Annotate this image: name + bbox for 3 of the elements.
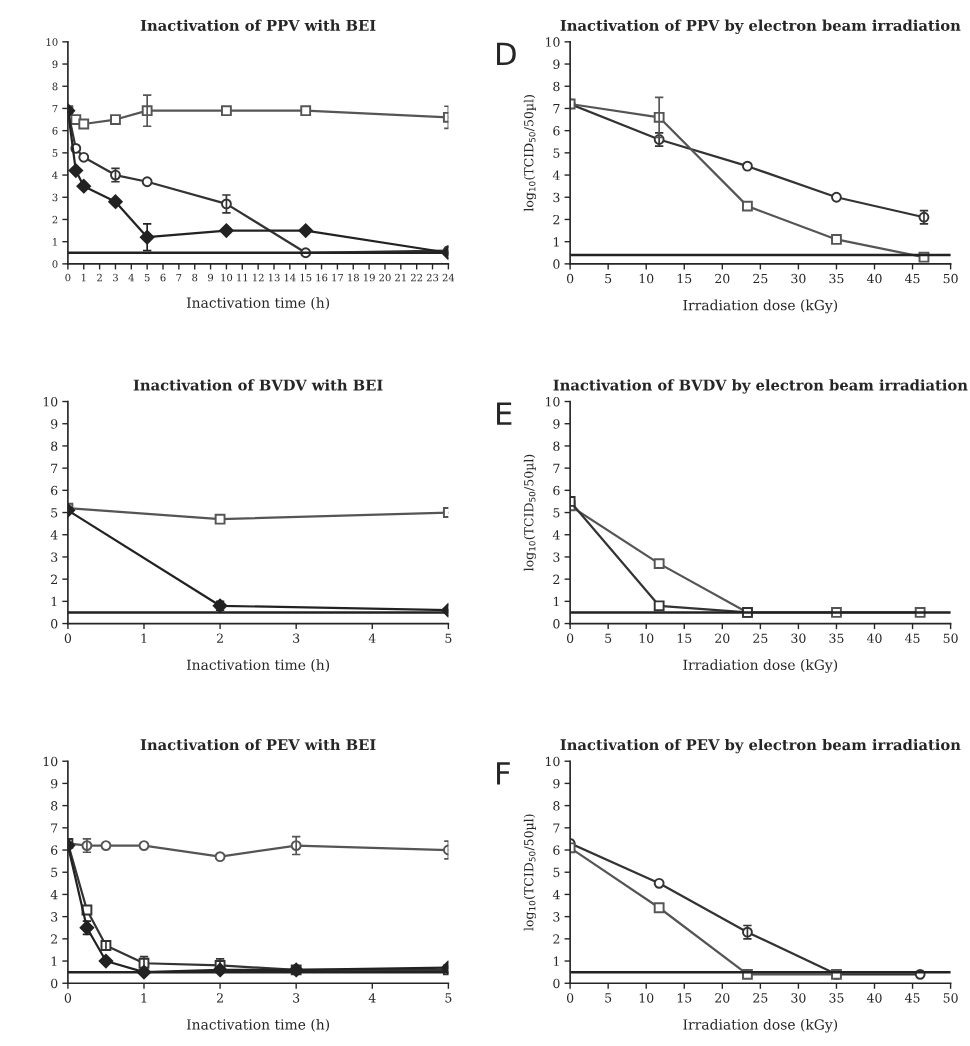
text: E [497,402,512,425]
text: F [497,762,510,785]
text: D [497,42,516,66]
